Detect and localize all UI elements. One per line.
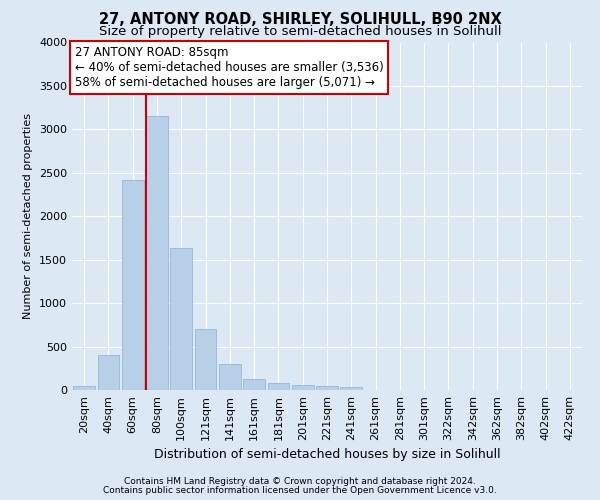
Bar bbox=[194, 329, 217, 390]
Text: Contains HM Land Registry data © Crown copyright and database right 2024.: Contains HM Land Registry data © Crown c… bbox=[124, 477, 476, 486]
Bar bbox=[73, 386, 95, 390]
Text: 27, ANTONY ROAD, SHIRLEY, SOLIHULL, B90 2NX: 27, ANTONY ROAD, SHIRLEY, SOLIHULL, B90 … bbox=[98, 12, 502, 28]
Bar bbox=[122, 180, 143, 390]
Text: 27 ANTONY ROAD: 85sqm
← 40% of semi-detached houses are smaller (3,536)
58% of s: 27 ANTONY ROAD: 85sqm ← 40% of semi-deta… bbox=[74, 46, 383, 89]
Bar bbox=[340, 388, 362, 390]
Bar bbox=[170, 248, 192, 390]
Y-axis label: Number of semi-detached properties: Number of semi-detached properties bbox=[23, 114, 34, 320]
Bar bbox=[243, 378, 265, 390]
Bar bbox=[316, 386, 338, 390]
Bar bbox=[219, 364, 241, 390]
Text: Size of property relative to semi-detached houses in Solihull: Size of property relative to semi-detach… bbox=[99, 25, 501, 38]
X-axis label: Distribution of semi-detached houses by size in Solihull: Distribution of semi-detached houses by … bbox=[154, 448, 500, 462]
Bar bbox=[292, 385, 314, 390]
Bar bbox=[146, 116, 168, 390]
Bar bbox=[268, 383, 289, 390]
Bar bbox=[97, 355, 119, 390]
Text: Contains public sector information licensed under the Open Government Licence v3: Contains public sector information licen… bbox=[103, 486, 497, 495]
